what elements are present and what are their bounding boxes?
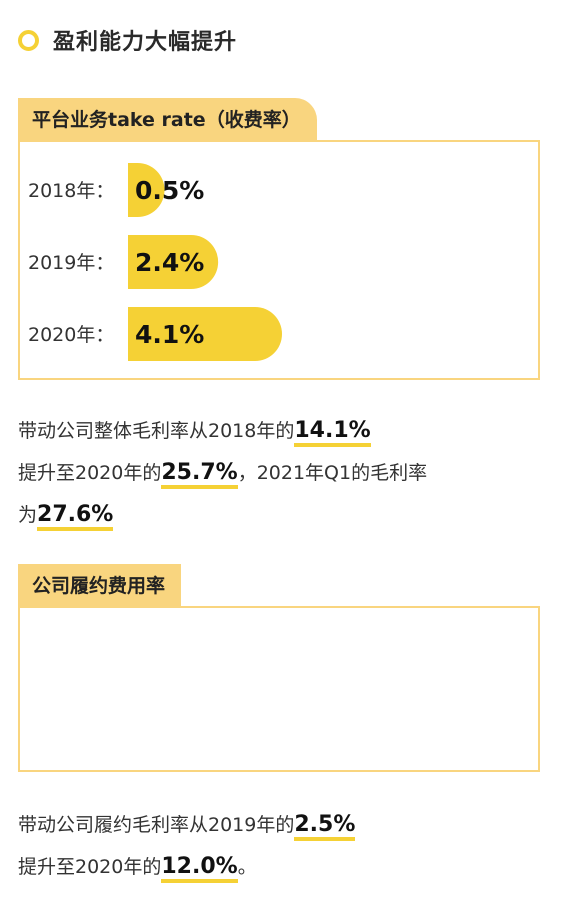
para2-end: 。 xyxy=(237,856,257,878)
chart1-bar xyxy=(128,307,282,361)
para2-text1: 带动公司履约毛利率从2019年的 xyxy=(18,814,295,836)
para2-text2: 提升至2020年的 xyxy=(18,856,162,878)
paragraph-fulfillment-margin: 带动公司履约毛利率从2019年的2.5% 提升至2020年的12.0%。 xyxy=(18,804,356,888)
paragraph-gross-margin: 带动公司整体毛利率从2018年的14.1% 提升至2020年的25.7%，202… xyxy=(18,410,427,536)
chart1-bar xyxy=(128,235,219,289)
para1-text2b: ，2021年Q1的毛利率 xyxy=(237,462,428,484)
para1-highlight-1: 14.1% xyxy=(294,418,371,447)
page-title: 盈利能力大幅提升 xyxy=(53,30,238,55)
chart1-category-label: 2020年： xyxy=(28,324,114,346)
para2-highlight-2: 12.0% xyxy=(161,854,238,883)
para1-highlight-3: 27.6% xyxy=(37,502,114,531)
chart1-title: 平台业务take rate（收费率） xyxy=(32,109,301,131)
para1-text3: 为 xyxy=(18,504,38,526)
chart1-category-label: 2019年： xyxy=(28,252,114,274)
para2-highlight-1: 2.5% xyxy=(294,812,356,841)
chart2-title: 公司履约费用率 xyxy=(32,575,166,597)
chart1-bar xyxy=(128,163,165,217)
para1-highlight-2: 25.7% xyxy=(161,460,238,489)
para1-text2: 提升至2020年的 xyxy=(18,462,162,484)
para1-text1: 带动公司整体毛利率从2018年的 xyxy=(18,420,295,442)
chart1-value-label: 0.5% xyxy=(135,176,204,205)
chart2-panel xyxy=(18,606,540,772)
section-title: 盈利能力大幅提升 xyxy=(18,22,237,58)
chart1-value-label: 4.1% xyxy=(135,320,204,349)
chart1-value-label: 2.4% xyxy=(135,248,204,277)
chart2-title-tab: 公司履约费用率 xyxy=(18,564,182,608)
chart1-category-label: 2018年： xyxy=(28,180,114,202)
ring-bullet-icon xyxy=(18,29,39,51)
chart1-title-tab: 平台业务take rate（收费率） xyxy=(18,98,317,142)
